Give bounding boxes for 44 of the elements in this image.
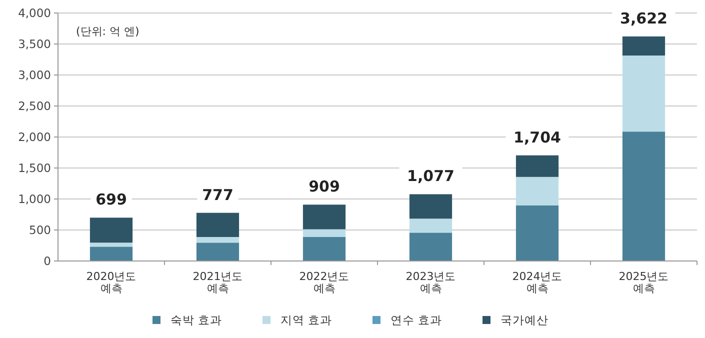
bar [516, 176, 559, 206]
total-label: 3,622 [620, 9, 668, 28]
bar [409, 218, 452, 233]
total-label: 699 [96, 190, 127, 209]
x-tick-label: 2024년도 예측 [512, 270, 562, 295]
bar [90, 218, 133, 243]
y-tick-label: 500 [29, 223, 51, 238]
x-tick-label: 2025년도 예측 [618, 270, 669, 295]
bar [196, 242, 240, 261]
bar [622, 132, 666, 261]
bar [90, 246, 133, 261]
bar [409, 232, 452, 261]
bar [90, 242, 133, 247]
bar [622, 36, 666, 56]
x-tick-label: 2022년도 예측 [299, 270, 350, 295]
y-tick-label: 1,000 [18, 192, 51, 206]
y-tick-label: 2,500 [18, 99, 51, 114]
legend-label: 국가예산 [500, 313, 548, 327]
bar [409, 194, 452, 219]
bar [302, 229, 346, 238]
bar [622, 56, 666, 132]
bar [302, 237, 346, 261]
y-tick-label: 3,500 [18, 37, 51, 52]
total-label: 1,077 [407, 167, 454, 186]
y-tick-label: 4,000 [18, 6, 51, 20]
legend-label: 숙박 효과 [170, 313, 222, 327]
x-tick-label: 2023년도 예측 [406, 270, 456, 295]
bar [302, 204, 346, 230]
bar [196, 212, 240, 238]
y-tick-label: 2,000 [18, 130, 51, 144]
bar [196, 237, 240, 243]
y-tick-label: 0 [44, 254, 51, 268]
total-label: 909 [308, 178, 340, 196]
y-tick-label: 1,500 [18, 161, 51, 176]
bar [516, 205, 559, 261]
y-tick-label: 3,000 [18, 68, 51, 82]
total-label: 777 [202, 186, 234, 204]
annotation: (단위: 억 엔) [76, 25, 140, 38]
legend-label: 연수 효과 [390, 313, 442, 327]
total-label: 1,704 [514, 128, 561, 146]
legend-label: 지역 효과 [280, 313, 332, 327]
x-tick-label: 2021년도 예측 [192, 270, 243, 295]
bar [516, 155, 559, 177]
x-tick-label: 2020년도 예측 [86, 270, 136, 295]
